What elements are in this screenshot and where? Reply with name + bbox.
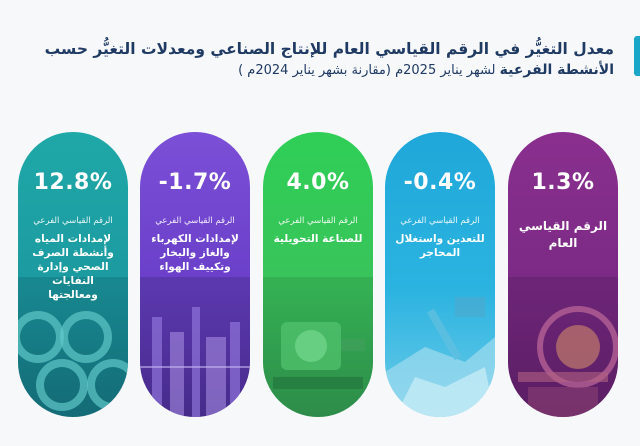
title-line-2: الأنشطة الفرعية لشهر يناير 2025م (مقارنة… [14, 60, 614, 81]
power-plant-photo-icon [140, 277, 250, 417]
pill-general-index: 1.3% الرقم القياسي العام [508, 132, 618, 417]
sublabel-manufacturing: الرقم القياسي الفرعي [278, 216, 358, 226]
sublabel-electricity: الرقم القياسي الفرعي [155, 216, 235, 226]
label-water: لإمدادات المياه وأنشطة الصرف الصحي وإدار… [32, 233, 114, 301]
title-rest-part: لشهر يناير 2025م (مقارنة بشهر يناير 2024… [238, 63, 500, 78]
label-manufacturing: للصناعة التحويلية [273, 233, 363, 245]
label-electricity: لإمدادات الكهرباء والغاز والبخار وتكييف … [151, 233, 239, 273]
value-water: 12.8% [33, 170, 113, 195]
title-line-1: معدل التغيُّر في الرقم القياسي العام للإ… [44, 40, 614, 58]
sublabel-mining: الرقم القياسي الفرعي [400, 216, 480, 226]
pill-electricity: -1.7% الرقم القياسي الفرعي لإمدادات الكه… [140, 132, 250, 417]
pipes-photo-icon [18, 277, 128, 417]
label-general: الرقم القياسي العام [518, 219, 608, 250]
title-bold-part: الأنشطة الفرعية [499, 62, 614, 78]
value-mining: -0.4% [403, 170, 477, 195]
motor-photo-icon [263, 277, 373, 417]
pill-mining: -0.4% الرقم القياسي الفرعي للتعدين واستغ… [385, 132, 495, 417]
pill-manufacturing: 4.0% الرقم القياسي الفرعي للصناعة التحوي… [263, 132, 373, 417]
excavator-photo-icon [385, 297, 495, 417]
sublabel-water: الرقم القياسي الفرعي [33, 216, 113, 226]
label-mining: للتعدين واستغلال المحاجر [395, 233, 485, 259]
value-manufacturing: 4.0% [286, 170, 350, 195]
pill-water: 12.8% الرقم القياسي الفرعي لإمدادات المي… [18, 132, 128, 417]
machinery-photo-icon [508, 277, 618, 417]
accent-bar [634, 36, 640, 76]
value-electricity: -1.7% [158, 170, 232, 195]
value-general: 1.3% [531, 170, 595, 195]
page-title: معدل التغيُّر في الرقم القياسي العام للإ… [14, 38, 614, 81]
